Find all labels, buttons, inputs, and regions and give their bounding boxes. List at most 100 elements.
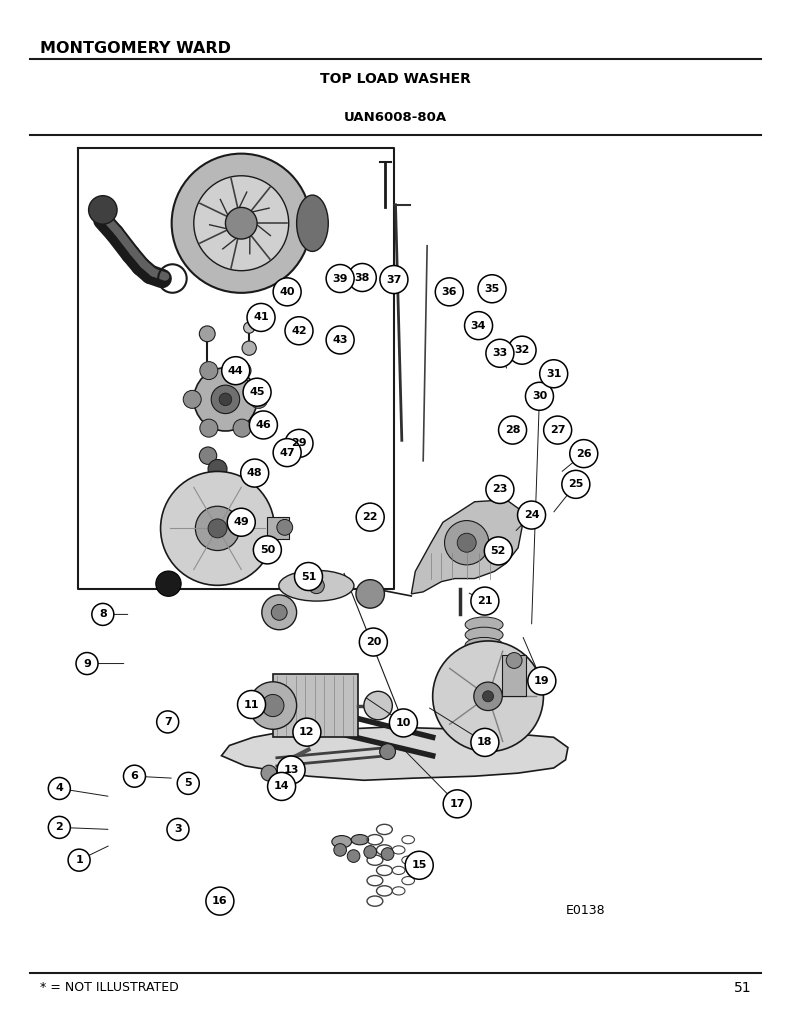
Circle shape (227, 508, 255, 537)
Circle shape (249, 411, 278, 439)
Text: 30: 30 (532, 391, 547, 401)
Circle shape (244, 323, 255, 333)
Circle shape (528, 667, 556, 695)
Circle shape (240, 459, 269, 487)
Circle shape (194, 176, 289, 270)
Text: 20: 20 (365, 637, 381, 647)
Circle shape (252, 689, 286, 724)
Text: 3: 3 (174, 824, 182, 835)
Text: 50: 50 (259, 545, 275, 555)
Text: 16: 16 (212, 896, 228, 906)
Text: 1: 1 (75, 855, 83, 865)
Text: 17: 17 (449, 799, 465, 809)
Bar (273, 674, 358, 737)
Circle shape (208, 460, 227, 478)
Circle shape (293, 718, 321, 746)
Circle shape (464, 311, 493, 340)
Circle shape (486, 339, 514, 368)
Circle shape (457, 534, 476, 552)
Circle shape (483, 691, 494, 701)
Text: 10: 10 (396, 718, 411, 728)
Text: 42: 42 (291, 326, 307, 336)
Text: 45: 45 (249, 387, 265, 397)
Circle shape (273, 438, 301, 467)
Text: 43: 43 (332, 335, 348, 345)
Bar (502, 655, 526, 696)
Text: 5: 5 (184, 778, 192, 788)
Text: 52: 52 (490, 546, 506, 556)
Circle shape (433, 641, 543, 752)
Circle shape (498, 416, 527, 444)
Text: 34: 34 (471, 321, 486, 331)
Circle shape (262, 694, 284, 717)
Text: 29: 29 (291, 438, 307, 449)
Circle shape (199, 447, 217, 464)
Text: TOP LOAD WASHER: TOP LOAD WASHER (320, 72, 471, 86)
Text: 11: 11 (244, 699, 259, 710)
Circle shape (200, 419, 218, 437)
Text: 6: 6 (131, 771, 138, 781)
Circle shape (225, 208, 257, 239)
Circle shape (380, 265, 408, 294)
Ellipse shape (297, 195, 328, 251)
Text: 49: 49 (233, 517, 249, 527)
Text: 39: 39 (332, 273, 348, 284)
Circle shape (562, 470, 590, 499)
Text: 9: 9 (83, 658, 91, 669)
Text: 41: 41 (253, 312, 269, 323)
Circle shape (206, 887, 234, 915)
Text: 51: 51 (301, 571, 316, 582)
Ellipse shape (351, 835, 369, 845)
Circle shape (405, 851, 433, 880)
Circle shape (161, 471, 274, 586)
Text: 2: 2 (55, 822, 63, 833)
Circle shape (543, 416, 572, 444)
Circle shape (364, 691, 392, 720)
Circle shape (156, 571, 181, 596)
Circle shape (334, 844, 346, 856)
Ellipse shape (465, 648, 503, 664)
Circle shape (48, 816, 70, 839)
Circle shape (177, 772, 199, 795)
Text: 24: 24 (524, 510, 539, 520)
Text: 37: 37 (386, 274, 402, 285)
Circle shape (381, 848, 394, 860)
Circle shape (221, 356, 250, 385)
Text: 46: 46 (255, 420, 271, 430)
Circle shape (273, 278, 301, 306)
Circle shape (364, 846, 377, 858)
Circle shape (277, 756, 305, 784)
Circle shape (211, 385, 240, 414)
Circle shape (219, 393, 232, 406)
Circle shape (435, 278, 464, 306)
Circle shape (167, 818, 189, 841)
Circle shape (157, 711, 179, 733)
Circle shape (389, 709, 418, 737)
Text: 32: 32 (514, 345, 530, 355)
Text: 14: 14 (274, 781, 290, 792)
Circle shape (123, 765, 146, 787)
Circle shape (506, 652, 522, 669)
Circle shape (243, 378, 271, 407)
Circle shape (208, 519, 227, 538)
Circle shape (359, 628, 388, 656)
Text: 25: 25 (568, 479, 584, 489)
Circle shape (277, 519, 293, 536)
Circle shape (474, 682, 502, 711)
Circle shape (508, 336, 536, 365)
Circle shape (356, 580, 384, 608)
Circle shape (48, 777, 70, 800)
Circle shape (267, 772, 296, 801)
Circle shape (308, 578, 324, 594)
Text: 35: 35 (484, 284, 500, 294)
Circle shape (271, 604, 287, 621)
Circle shape (285, 429, 313, 458)
Circle shape (92, 603, 114, 626)
Circle shape (184, 390, 201, 409)
Circle shape (525, 382, 554, 411)
Ellipse shape (279, 570, 354, 601)
Circle shape (356, 503, 384, 531)
Ellipse shape (332, 836, 351, 848)
Text: 26: 26 (576, 449, 592, 459)
Text: E0138: E0138 (566, 904, 605, 918)
